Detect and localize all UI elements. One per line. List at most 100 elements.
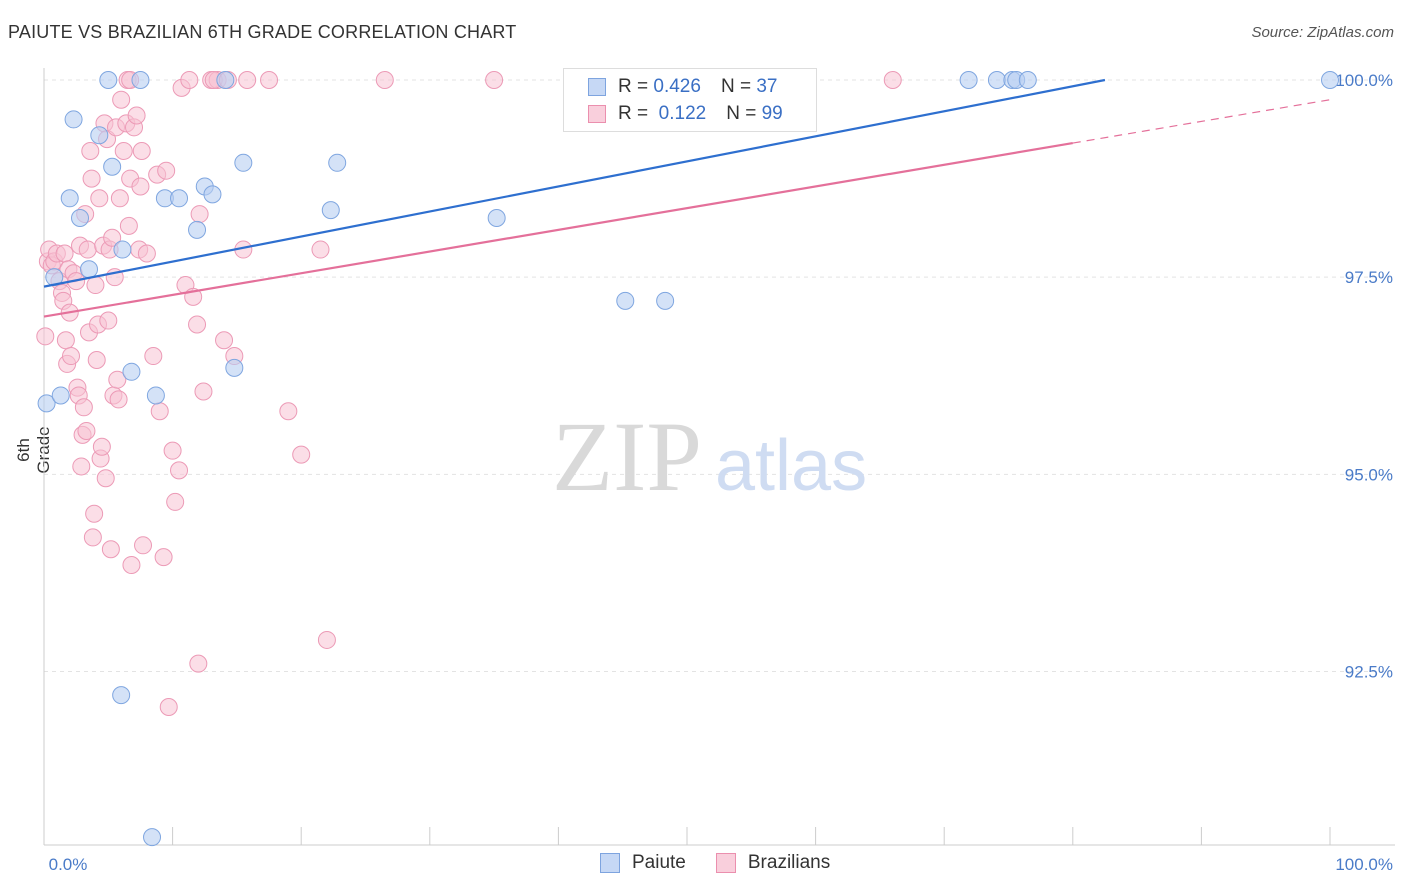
brazilians-point — [122, 556, 141, 575]
paiute-point — [656, 291, 675, 310]
watermark-atlas: atlas — [715, 426, 867, 506]
brazilians-trend-line — [43, 142, 1073, 318]
legend-row-paiute: R = 0.426 N = 37 — [588, 74, 777, 100]
paiute-point — [122, 362, 141, 381]
paiute-point — [60, 189, 79, 208]
brazilians-r-value: 0.122 — [658, 103, 707, 124]
brazilians-point — [170, 461, 189, 480]
brazilians-point — [36, 327, 55, 346]
brazilians-point — [85, 504, 104, 523]
brazilians-legend-label: Brazilians — [747, 852, 831, 873]
paiute-point — [90, 126, 109, 145]
brazilians-point — [150, 402, 169, 421]
paiute-point — [112, 686, 131, 705]
brazilians-point — [77, 421, 96, 440]
paiute-n-value: 37 — [756, 76, 778, 97]
brazilians-point — [83, 528, 102, 547]
paiute-point — [170, 189, 189, 208]
paiute-point — [143, 828, 162, 847]
paiute-point — [146, 386, 165, 405]
brazilians-point — [137, 244, 156, 263]
brazilians-point — [215, 331, 234, 350]
brazilians-point — [112, 90, 131, 109]
paiute-point — [64, 110, 83, 129]
paiute-point — [616, 291, 635, 310]
brazilians-point — [74, 398, 93, 417]
paiute-point — [225, 358, 244, 377]
chart-title: PAIUTE VS BRAZILIAN 6TH GRADE CORRELATIO… — [8, 22, 517, 42]
brazilians-point — [180, 71, 199, 89]
brazilians-point — [99, 311, 118, 330]
brazilians-point — [279, 402, 298, 421]
paiute-point — [188, 220, 207, 239]
brazilians-point — [883, 71, 902, 89]
paiute-point — [203, 185, 222, 204]
legend-item-brazilians[interactable]: Brazilians — [715, 852, 831, 874]
paiute-point — [99, 71, 118, 89]
brazilians-point — [190, 205, 209, 224]
brazilians-point — [159, 697, 178, 716]
paiute-point — [71, 209, 90, 228]
brazilians-trend-extension — [1072, 99, 1331, 144]
brazilians-point — [86, 276, 105, 295]
source-label: Source: ZipAtlas.com — [1251, 24, 1394, 41]
brazilians-point — [131, 177, 150, 196]
brazilians-point — [96, 469, 115, 488]
brazilians-point — [127, 106, 146, 125]
brazilians-point — [87, 350, 106, 369]
y-tick-label: 97.5% — [1345, 268, 1393, 287]
paiute-legend-swatch — [600, 853, 620, 873]
brazilians-point — [101, 540, 120, 559]
brazilians-point — [375, 71, 394, 89]
brazilians-point — [163, 441, 182, 460]
paiute-point — [959, 71, 978, 89]
paiute-point — [321, 201, 340, 220]
paiute-point — [37, 394, 56, 413]
brazilians-point — [119, 216, 138, 235]
brazilians-points — [36, 71, 902, 716]
brazilians-point — [103, 228, 122, 247]
brazilians-point — [292, 445, 311, 464]
paiute-r-label: R = — [618, 76, 649, 97]
paiute-point — [103, 157, 122, 176]
brazilians-point — [62, 347, 81, 366]
paiute-point — [113, 240, 132, 259]
brazilians-point — [194, 382, 213, 401]
paiute-n-label: N = — [720, 76, 752, 97]
brazilians-point — [132, 141, 151, 160]
legend-row-brazilians: R = 0.122 N = 99 — [588, 101, 783, 127]
brazilians-point — [82, 169, 101, 188]
x-tick-label-min: 0.0% — [49, 855, 88, 874]
brazilians-point — [81, 141, 100, 160]
brazilians-n-label: N = — [726, 103, 757, 124]
paiute-point — [234, 153, 253, 172]
brazilians-point — [166, 492, 185, 511]
paiute-point — [487, 209, 506, 228]
paiute-swatch — [588, 78, 606, 96]
y-tick-label: 95.0% — [1345, 465, 1393, 484]
legend-item-paiute[interactable]: Paiute — [600, 852, 686, 874]
brazilians-point — [92, 437, 111, 456]
brazilians-r-label: R = — [618, 103, 649, 124]
brazilians-point — [311, 240, 330, 259]
brazilians-point — [110, 189, 129, 208]
brazilians-point — [317, 630, 336, 649]
brazilians-point — [72, 457, 91, 476]
brazilians-point — [56, 331, 75, 350]
watermark-zip: ZIP — [552, 401, 702, 512]
paiute-point — [1018, 71, 1037, 89]
paiute-point — [131, 71, 150, 89]
series-legend: Paiute Brazilians — [600, 852, 860, 874]
brazilians-legend-swatch — [715, 853, 736, 873]
paiute-point — [1321, 71, 1339, 89]
brazilians-point — [260, 71, 279, 89]
paiute-trend-line — [43, 78, 1106, 288]
tick-labels: 92.5% 95.0% 97.5% 100.0% 0.0% 100.0% — [49, 71, 1393, 874]
brazilians-point — [154, 548, 173, 567]
brazilians-point — [134, 536, 153, 555]
brazilians-point — [188, 315, 207, 334]
brazilians-point — [485, 71, 504, 89]
brazilians-point — [144, 347, 163, 366]
brazilians-point — [238, 71, 257, 89]
